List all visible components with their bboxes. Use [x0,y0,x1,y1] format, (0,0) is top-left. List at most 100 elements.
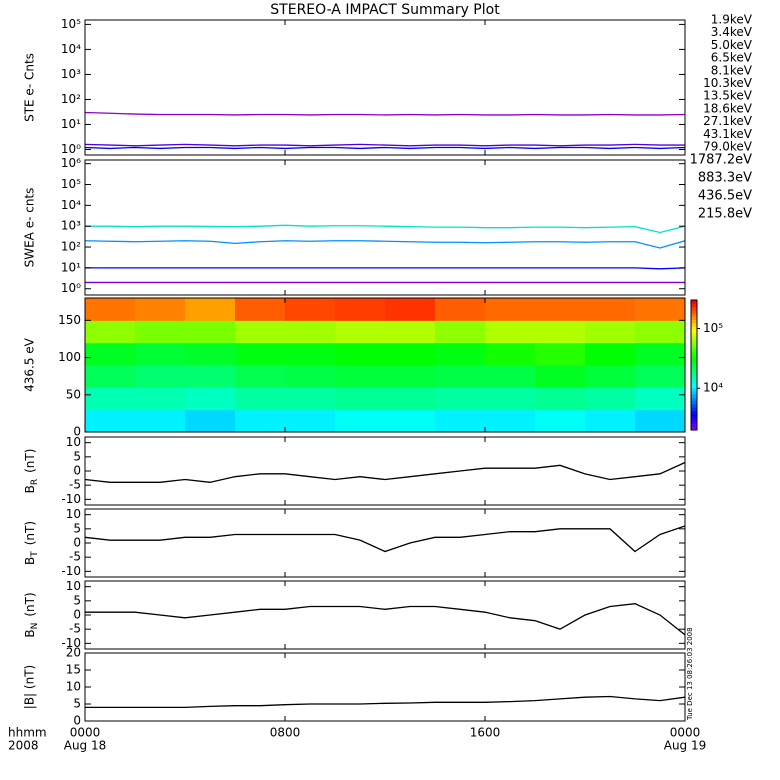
series-line [85,146,685,150]
y-axis-label: SWEA e- cnts [23,188,37,268]
legend-entry: 43.1keV [703,127,753,141]
x-unit-label: hhmm [8,726,47,740]
heat-cell [335,320,386,344]
y-tick-label: 100 [58,350,81,364]
y-axis-label: 436.5 eV [23,337,37,392]
x-date-label: Aug 19 [664,739,707,753]
heat-cell [385,320,436,344]
colorbar-segment [691,365,697,369]
heat-cell [585,365,636,388]
colorbar-segment [691,381,697,385]
y-tick-label: 10 [66,579,81,593]
heat-cell [185,409,236,432]
heat-cell [485,387,536,411]
colorbar-segment [691,371,697,376]
legend-entry: 883.3eV [698,171,752,186]
y-tick-label: -10 [61,636,81,650]
colorbar-segment [691,313,697,317]
y-tick-label: 10 [66,507,81,521]
colorbar-segment [691,326,697,330]
y-tick-label: 10⁰ [61,281,81,295]
heat-cell [435,320,486,344]
panel-frame [84,652,686,722]
colorbar-segment [691,400,697,405]
x-date-label: Aug 18 [64,739,107,753]
title: STEREO-A IMPACT Summary Plot [270,2,500,18]
y-tick-label: 20 [66,646,81,660]
heat-cell [535,409,586,432]
heat-cell [335,409,386,432]
heat-cell [285,365,336,388]
heat-cell [85,387,136,411]
heat-cell [135,298,186,321]
y-axis-label: STE e- Cnts [23,53,37,122]
colorbar-segment [691,361,697,366]
panel-frame [84,19,686,156]
series-line [85,603,685,636]
legend-entry: 215.8eV [698,207,752,222]
heat-cell [285,320,336,344]
heat-cell [535,342,586,366]
panel-frame [84,580,686,650]
y-tick-label: 150 [58,313,81,327]
heat-cell [485,320,536,344]
y-tick-label: 10⁰ [61,142,81,156]
y-label-main: B [23,629,37,637]
heat-cell [185,342,236,366]
heat-cell [635,298,685,321]
heat-cell [435,409,486,432]
y-tick-label: -10 [61,564,81,578]
colorbar-segment [691,391,697,395]
timestamp: Tue Dec 13 08:26:03 2008 [686,627,694,721]
heat-cell [335,298,386,321]
panel-frame [84,436,686,506]
colorbar-segment [691,300,697,304]
y-tick-label: 10⁴ [61,42,81,56]
y-axis-label: BT (nT) [23,521,40,565]
legend-entry: 5.0keV [711,38,753,52]
colorbar-segment [691,387,697,392]
colorbar-segment [691,410,697,415]
x-unit-label: 2008 [8,739,39,753]
colorbar-segment [691,316,697,320]
colorbar-segment [691,352,697,356]
heat-cell [535,387,586,411]
colorbar-segment [691,332,697,337]
y-tick-label: -5 [69,478,81,492]
y-tick-label: 50 [66,387,81,401]
y-tick-label: 10¹ [61,117,81,131]
heat-cell [285,409,336,432]
plot-area [85,298,685,432]
colorbar-segment [691,413,697,418]
heat-cell [535,365,586,388]
y-tick-label: 10¹ [61,260,81,274]
colorbar-segment [691,342,697,346]
y-tick-label: 10⁶ [61,156,81,170]
heat-cell [585,342,636,366]
heat-cell [135,365,186,388]
heat-cell [435,387,486,411]
series-line [85,143,685,147]
heat-cell [485,409,536,432]
colorbar-segment [691,339,697,343]
heat-cell [585,320,636,344]
heat-cell [285,387,336,411]
colorbar-segment [691,345,697,350]
plot-area [85,695,685,709]
heat-cell [185,387,236,411]
y-tick-label: 10³ [61,67,81,81]
heat-cell [285,342,336,366]
panel-frame [84,508,686,578]
colorbar-segment [691,394,697,398]
heat-cell [235,342,286,366]
y-tick-label: -10 [61,492,81,506]
colorbar-segment [691,426,697,431]
y-label-unit: (nT) [23,521,37,545]
heat-cell [185,365,236,388]
panel-frame [84,297,686,433]
series-line [85,111,685,116]
heat-cell [85,298,136,321]
heat-cell [235,365,286,388]
heat-cell [585,409,636,432]
y-tick-label: 0 [73,536,81,550]
